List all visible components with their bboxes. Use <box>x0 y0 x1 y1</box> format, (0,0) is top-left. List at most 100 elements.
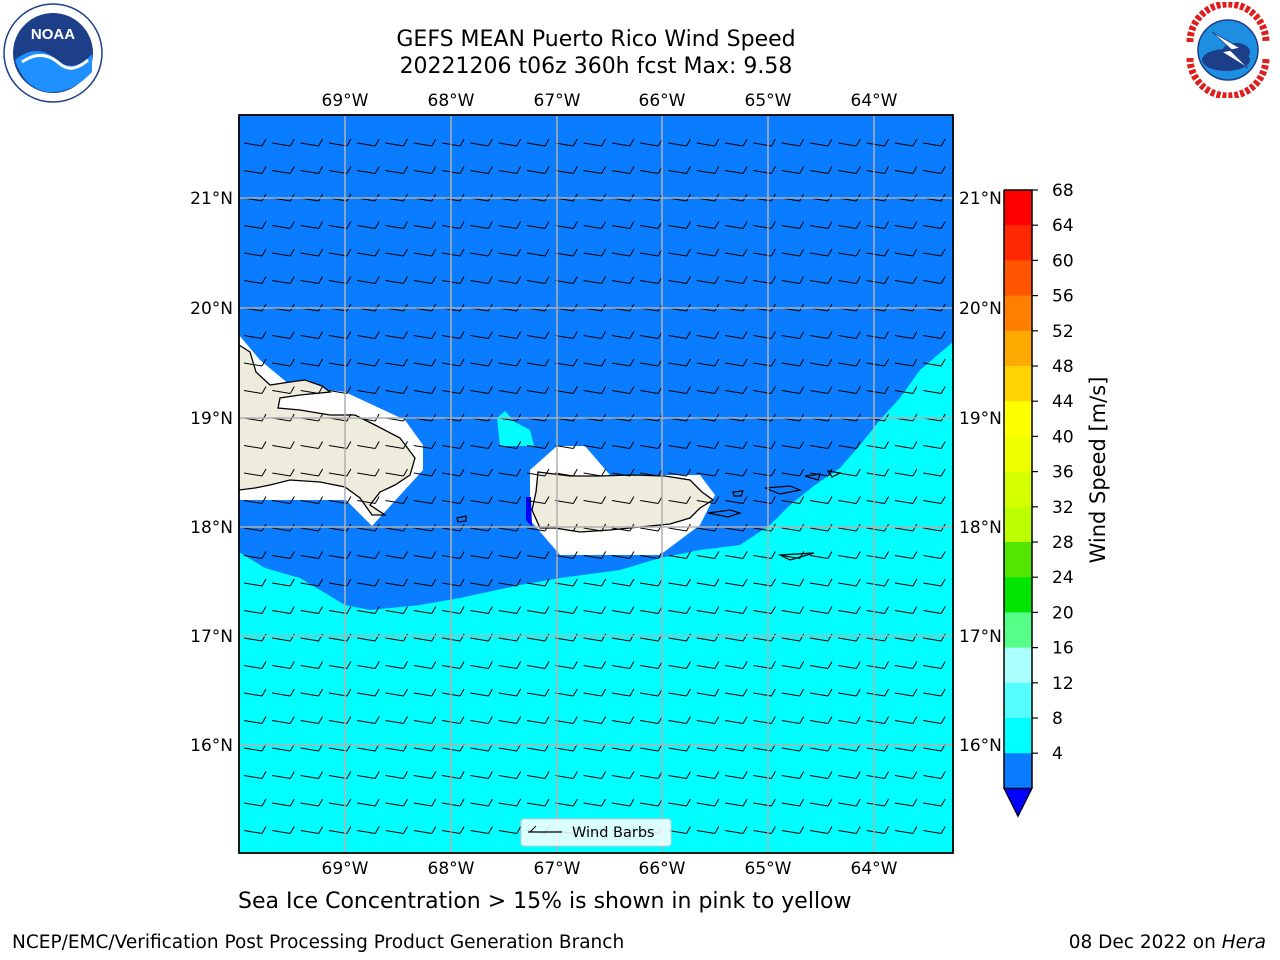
wind-barb <box>470 496 493 504</box>
wind-barb <box>272 716 295 724</box>
wind-barb <box>555 633 578 642</box>
lon-label-bottom: 65°W <box>745 859 792 879</box>
wind-barb <box>696 358 720 367</box>
wind-barb <box>696 633 720 642</box>
wind-barb <box>498 468 522 477</box>
wind-barb <box>838 606 861 614</box>
wind-barb <box>243 716 267 724</box>
wind-barb <box>923 496 946 504</box>
wind-barb <box>781 468 805 477</box>
wind-barb <box>385 688 408 697</box>
lat-label-right: 21°N <box>959 189 1002 209</box>
wind-barb <box>498 578 522 587</box>
wind-barb <box>809 633 833 642</box>
wind-barb <box>894 221 918 229</box>
wind-barb <box>866 633 890 642</box>
wind-barb <box>611 358 635 367</box>
wind-barb <box>300 276 324 284</box>
wind-barb <box>725 578 748 587</box>
wind-barb <box>357 276 380 284</box>
wind-barb <box>272 386 295 394</box>
wind-barb <box>300 166 324 174</box>
wind-barb <box>923 716 946 724</box>
wind-barb <box>555 386 578 394</box>
wind-barb <box>357 688 380 697</box>
wind-barb <box>668 771 691 779</box>
wind-barb <box>526 331 550 339</box>
colorbar-segment <box>1004 647 1032 684</box>
wind-barb <box>385 386 408 394</box>
wind-barb <box>385 221 408 229</box>
wind-barb <box>781 248 805 257</box>
wind-barb <box>328 441 352 449</box>
wind-barb <box>809 138 833 147</box>
wind-barb <box>838 496 861 504</box>
colorbar-tick-label: 56 <box>1052 287 1074 307</box>
wind-barb <box>611 578 635 587</box>
wind-barb <box>357 798 380 807</box>
wind-barb <box>781 633 805 642</box>
wind-barb <box>555 221 578 229</box>
wind-barb <box>809 276 833 284</box>
wind-barb <box>866 166 890 174</box>
wind-barb <box>470 798 493 807</box>
noaa-logo-text: NOAA <box>31 26 75 43</box>
wind-barb <box>611 138 635 147</box>
wind-barb <box>838 276 861 284</box>
wind-barb <box>725 606 748 614</box>
wind-barb <box>781 606 805 614</box>
wind-barb <box>838 661 861 669</box>
wind-barb <box>357 771 380 779</box>
lat-label-left: 17°N <box>190 627 233 647</box>
wind-barb <box>413 441 437 449</box>
wind-barb <box>838 551 861 559</box>
wind-barb <box>555 661 578 669</box>
wind-barb <box>300 661 324 669</box>
wind-barb <box>923 468 946 477</box>
lon-label-bottom: 66°W <box>639 859 686 879</box>
wind-barb <box>583 688 607 697</box>
wind-barb <box>328 358 352 367</box>
wind-barb <box>526 358 550 367</box>
wind-barb <box>328 798 352 807</box>
wind-barb <box>300 688 324 697</box>
wind-barb <box>583 276 607 284</box>
wind-barb <box>272 276 295 284</box>
wind-barb <box>696 798 720 807</box>
wind-barb <box>611 386 635 394</box>
wind-barb <box>725 633 748 642</box>
wind-barb <box>838 441 861 449</box>
colorbar-segment <box>1004 612 1032 649</box>
colorbar-tick-label: 4 <box>1052 744 1063 764</box>
wind-barb <box>526 661 550 669</box>
wind-barb <box>300 551 324 559</box>
colorbar-tick-label: 48 <box>1052 357 1074 377</box>
wind-barb <box>526 221 550 229</box>
wind-barb <box>894 551 918 559</box>
wind-barb <box>923 386 946 394</box>
wind-barb <box>413 688 437 697</box>
wind-barb <box>583 771 607 779</box>
wind-barb <box>413 826 437 834</box>
wind-barb <box>583 331 607 339</box>
wind-barb <box>243 166 267 174</box>
colorbar-tick-label: 64 <box>1052 216 1074 236</box>
wind-barb <box>526 798 550 807</box>
wind-barb <box>385 166 408 174</box>
wind-barb <box>696 578 720 587</box>
wind-barb <box>866 331 890 339</box>
wind-barb <box>866 771 890 779</box>
wind-barb <box>696 331 720 339</box>
wind-barb <box>328 468 352 477</box>
wind-barb <box>838 248 861 257</box>
wind-barb <box>725 331 748 339</box>
wind-barb <box>894 661 918 669</box>
wind-barb <box>526 441 550 449</box>
lat-label-left: 18°N <box>190 518 233 538</box>
wind-barb <box>838 826 861 834</box>
wind-barb <box>923 248 946 257</box>
wind-barb <box>923 331 946 339</box>
wind-barb <box>357 331 380 339</box>
wind-barb <box>470 633 493 642</box>
